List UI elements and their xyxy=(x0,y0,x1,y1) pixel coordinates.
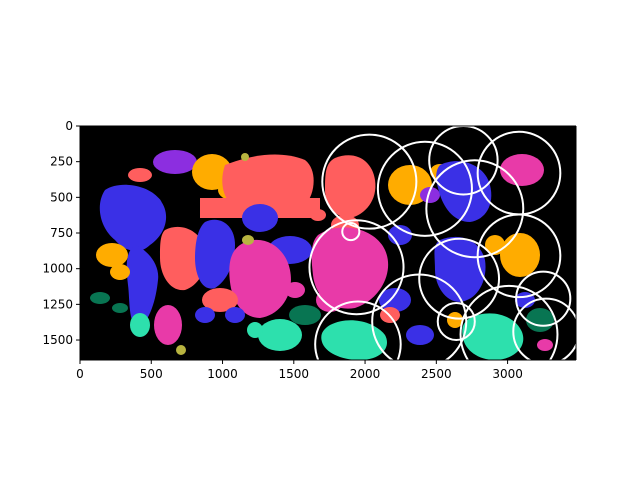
axes-frame xyxy=(79,125,577,361)
x-tick-label: 1000 xyxy=(207,367,238,381)
circle-marker-9 xyxy=(476,213,562,299)
x-tick-label: 2000 xyxy=(350,367,381,381)
y-tick-label: 750 xyxy=(50,226,73,240)
x-axis: 0 500 1000 1500 2000 2500 3000 xyxy=(76,360,523,381)
circle-marker-2 xyxy=(376,140,473,237)
circle-marker-15 xyxy=(512,297,576,360)
x-tick-label: 1500 xyxy=(279,367,310,381)
y-tick-label: 1500 xyxy=(42,333,73,347)
circle-marker-14 xyxy=(515,270,572,327)
circle-marker-13 xyxy=(459,284,559,360)
x-tick-label: 0 xyxy=(76,367,84,381)
x-tick-label: 3000 xyxy=(492,367,523,381)
y-axis: 0 250 500 750 1000 1250 1500 xyxy=(42,119,80,347)
region-blobs xyxy=(90,150,554,360)
x-tick-label: 2500 xyxy=(421,367,452,381)
circle-marker-10 xyxy=(371,273,468,360)
circle-marker-11 xyxy=(314,300,402,360)
y-tick-label: 250 xyxy=(50,155,73,169)
y-tick-label: 0 xyxy=(65,119,73,133)
segmentation-image xyxy=(80,126,576,360)
y-tick-label: 1250 xyxy=(42,297,73,311)
x-tick-label: 500 xyxy=(140,367,163,381)
circle-marker-1 xyxy=(321,133,418,230)
circle-marker-7 xyxy=(341,222,361,242)
y-tick-label: 500 xyxy=(50,190,73,204)
circle-marker-12 xyxy=(436,301,476,342)
y-tick-label: 1000 xyxy=(42,262,73,276)
circle-marker-6 xyxy=(308,219,405,316)
circle-marker-5 xyxy=(425,159,525,259)
circle-marker-8 xyxy=(418,237,501,320)
